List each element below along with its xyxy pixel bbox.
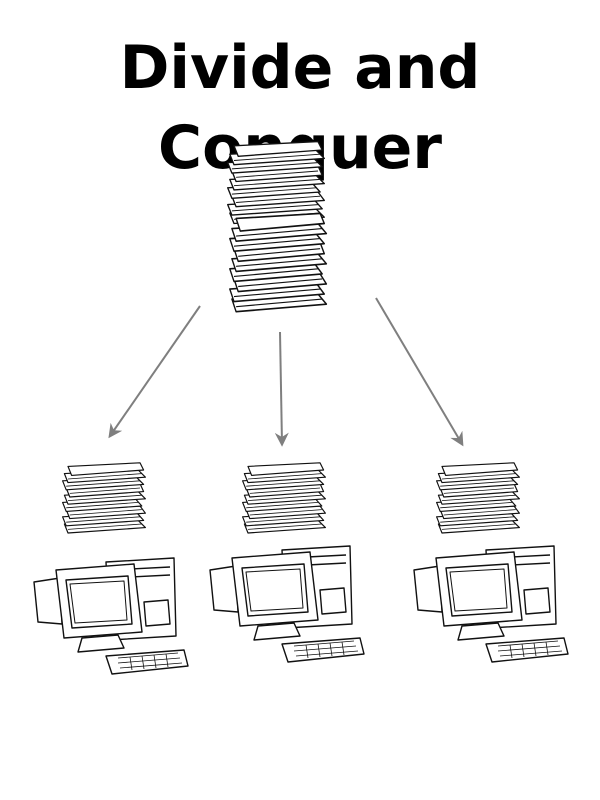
worker-3: [413, 462, 569, 663]
worker-3-desktop-computer-icon: [413, 545, 569, 663]
worker-2-desktop-computer-icon: [209, 545, 365, 663]
worker-3-paper-stack-icon: [436, 462, 520, 534]
source-paper-stack-icon: [227, 140, 328, 313]
arrow-left: [108, 305, 201, 439]
worker-2: [209, 462, 365, 663]
arrow-middle: [274, 331, 289, 447]
arrow-right: [375, 297, 464, 447]
worker-1-desktop-computer-icon: [33, 557, 189, 675]
worker-2-paper-stack-icon: [242, 462, 326, 534]
worker-1-paper-stack-icon: [62, 462, 146, 534]
worker-1: [33, 462, 189, 675]
